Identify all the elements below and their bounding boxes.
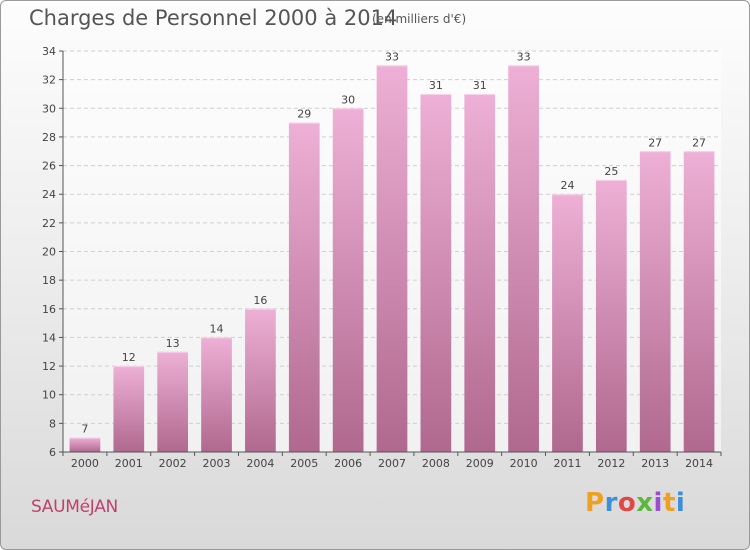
y-tick-label: 34 <box>42 45 56 58</box>
bar-value-label: 14 <box>210 322 224 335</box>
y-tick-label: 20 <box>42 246 56 259</box>
bar <box>376 65 408 453</box>
y-tick-label: 26 <box>42 160 56 173</box>
bar-value-label: 13 <box>166 337 180 350</box>
x-tick-label: 2001 <box>115 457 143 470</box>
bar <box>201 337 232 452</box>
x-tick-label: 2002 <box>159 457 187 470</box>
x-tick-label: 2011 <box>553 457 581 470</box>
bar-value-label: 16 <box>253 294 267 307</box>
y-tick-label: 18 <box>42 274 56 287</box>
bar <box>69 437 101 452</box>
bar <box>113 366 145 452</box>
x-tick-label: 2010 <box>510 457 538 470</box>
bar <box>683 151 715 452</box>
y-tick-label: 6 <box>49 446 56 459</box>
bar <box>508 65 539 453</box>
x-tick-label: 2009 <box>466 457 494 470</box>
x-tick-label: 2004 <box>246 457 274 470</box>
bar <box>332 108 364 453</box>
chart-title: Charges de Personnel 2000 à 2014 <box>29 6 398 30</box>
bar <box>157 351 189 452</box>
y-tick-label: 28 <box>42 131 56 144</box>
x-tick-label: 2006 <box>334 457 362 470</box>
y-tick-label: 10 <box>42 389 56 402</box>
y-tick-label: 16 <box>42 303 56 316</box>
logo-letter: r <box>604 488 618 518</box>
bar <box>245 308 276 452</box>
labels-group: 7 2000 12 2001 13 2002 14 2003 16 2004 29 2005 30 200… <box>71 50 713 470</box>
x-tick-label: 2000 <box>71 457 99 470</box>
proxiti-logo: Proxiti <box>585 488 685 518</box>
bar-value-label: 31 <box>429 79 443 92</box>
bar-value-label: 33 <box>517 50 531 63</box>
logo-letter: i <box>675 488 686 518</box>
y-tick-label: 24 <box>42 188 56 201</box>
bar-value-label: 30 <box>341 93 355 106</box>
bar-value-label: 31 <box>473 79 487 92</box>
bars-group <box>69 65 715 453</box>
logo-letter: o <box>617 488 637 518</box>
bar <box>420 93 452 452</box>
bar-value-label: 27 <box>692 136 706 149</box>
bar <box>464 93 496 452</box>
logo-letter: i <box>653 488 663 518</box>
logo-letter: t <box>662 488 676 518</box>
logo-letter: x <box>636 488 654 518</box>
bar <box>552 194 583 452</box>
bar-value-label: 25 <box>604 165 618 178</box>
x-tick-label: 2005 <box>290 457 318 470</box>
axes-group: 6 8 10 12 14 16 18 20 22 24 26 28 30 32 34 <box>42 45 722 459</box>
x-tick-label: 2014 <box>685 457 713 470</box>
x-tick-label: 2007 <box>378 457 406 470</box>
bar <box>288 122 320 452</box>
x-tick-label: 2013 <box>641 457 669 470</box>
bar-value-label: 29 <box>297 108 311 121</box>
y-tick-label: 14 <box>42 331 56 344</box>
y-tick-label: 8 <box>49 417 56 430</box>
y-tick-label: 32 <box>42 74 56 87</box>
logo-letter: P <box>585 488 605 518</box>
bar-value-label: 27 <box>648 136 662 149</box>
bar-value-label: 12 <box>122 351 136 364</box>
x-tick-label: 2012 <box>597 457 625 470</box>
y-tick-label: 12 <box>42 360 56 373</box>
bar-value-label: 7 <box>81 423 88 436</box>
y-tick-label: 22 <box>42 217 56 230</box>
commune-name: SAUMéJAN <box>31 497 118 517</box>
bar <box>595 179 627 452</box>
bar-value-label: 24 <box>560 179 574 192</box>
y-tick-label: 30 <box>42 102 56 115</box>
x-tick-label: 2003 <box>203 457 231 470</box>
bar <box>639 151 671 452</box>
chart-subtitle: (en milliers d'€) <box>372 12 467 26</box>
bar-value-label: 33 <box>385 50 399 63</box>
x-tick-label: 2008 <box>422 457 450 470</box>
